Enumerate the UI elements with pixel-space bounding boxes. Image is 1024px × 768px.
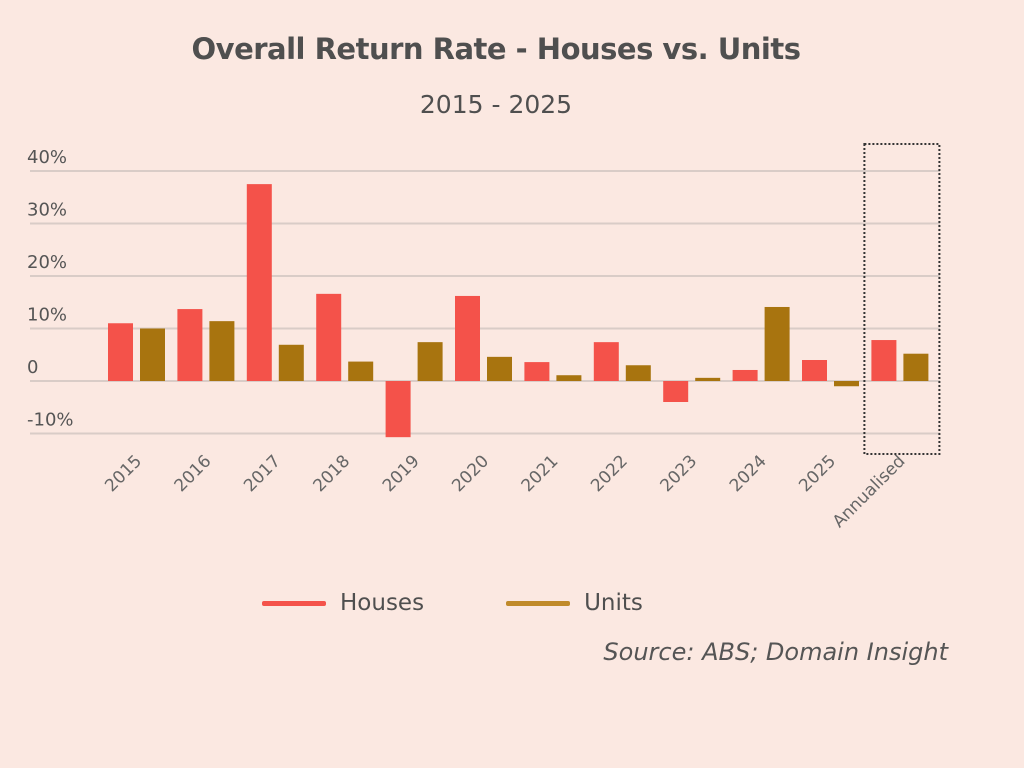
x-tick-label: 2019 <box>379 451 424 496</box>
bar-houses-2019[interactable] <box>385 381 411 438</box>
x-tick-label: 2018 <box>310 451 355 496</box>
bars <box>108 184 929 438</box>
x-tick-label: 2024 <box>726 451 771 496</box>
bar-units-2017[interactable] <box>278 344 304 381</box>
bar-units-2023[interactable] <box>695 377 721 381</box>
bar-houses-2021[interactable] <box>524 362 550 381</box>
x-tick-label: 2021 <box>518 451 563 496</box>
bar-units-2025[interactable] <box>834 381 859 387</box>
y-tick-label: 20% <box>27 252 67 273</box>
chart-title: Overall Return Rate - Houses vs. Units <box>191 32 801 66</box>
bar-houses-annualised[interactable] <box>871 340 897 381</box>
bar-houses-2023[interactable] <box>663 381 689 402</box>
bar-units-2024[interactable] <box>764 306 790 381</box>
bar-houses-2017[interactable] <box>246 184 272 381</box>
bar-houses-2016[interactable] <box>177 309 203 381</box>
legend-item-units[interactable]: Units <box>506 590 643 616</box>
x-tick-label: 2016 <box>171 451 216 496</box>
source-note: Source: ABS; Domain Insight <box>603 638 948 666</box>
bar-units-2020[interactable] <box>487 356 512 381</box>
bar-houses-2022[interactable] <box>593 342 619 381</box>
bar-units-2018[interactable] <box>348 361 374 381</box>
bar-houses-2015[interactable] <box>108 323 133 381</box>
y-tick-label: 30% <box>27 200 67 221</box>
y-axis-ticks: 40% 30% 20% 10% 0 -10% <box>27 147 74 431</box>
bar-houses-2025[interactable] <box>802 360 827 381</box>
x-axis-ticks: 2015 2016 2017 2018 2019 2020 2021 2022 2023 2024… <box>101 451 909 532</box>
legend: Houses Units <box>262 590 725 616</box>
y-tick-label: 0 <box>27 357 38 378</box>
legend-item-houses[interactable]: Houses <box>262 590 424 616</box>
bar-units-2016[interactable] <box>209 321 235 381</box>
y-tick-label: 10% <box>27 305 67 326</box>
legend-label-houses: Houses <box>340 590 425 616</box>
legend-label-units: Units <box>584 590 643 616</box>
x-tick-label: 2022 <box>587 451 632 496</box>
gridlines <box>30 170 940 435</box>
legend-swatch-houses <box>262 600 326 606</box>
x-tick-label: 2017 <box>240 451 285 496</box>
bar-units-2015[interactable] <box>140 328 165 382</box>
bar-houses-2018[interactable] <box>316 293 342 381</box>
x-tick-label: 2015 <box>101 451 146 496</box>
x-tick-label: 2020 <box>448 451 493 496</box>
highlight-box <box>863 143 941 455</box>
bar-units-2022[interactable] <box>625 365 651 381</box>
x-tick-label: 2025 <box>795 451 840 496</box>
bar-units-annualised[interactable] <box>903 353 929 381</box>
chart-subtitle: 2015 - 2025 <box>419 90 573 119</box>
y-tick-label: 40% <box>27 147 67 168</box>
x-tick-label: Annualised <box>829 451 910 532</box>
bar-houses-2020[interactable] <box>455 295 480 381</box>
x-tick-label: 2023 <box>657 451 702 496</box>
y-tick-label: -10% <box>27 410 74 431</box>
highlight-box-layer <box>863 143 941 455</box>
bar-units-2021[interactable] <box>556 375 582 381</box>
plot-area: 40%30%20%10%0-10% 2015 2016 2017 2018 2019 20… <box>27 143 941 532</box>
legend-swatch-units <box>506 600 571 606</box>
bar-units-2019[interactable] <box>417 342 443 381</box>
bar-houses-2024[interactable] <box>732 369 758 381</box>
